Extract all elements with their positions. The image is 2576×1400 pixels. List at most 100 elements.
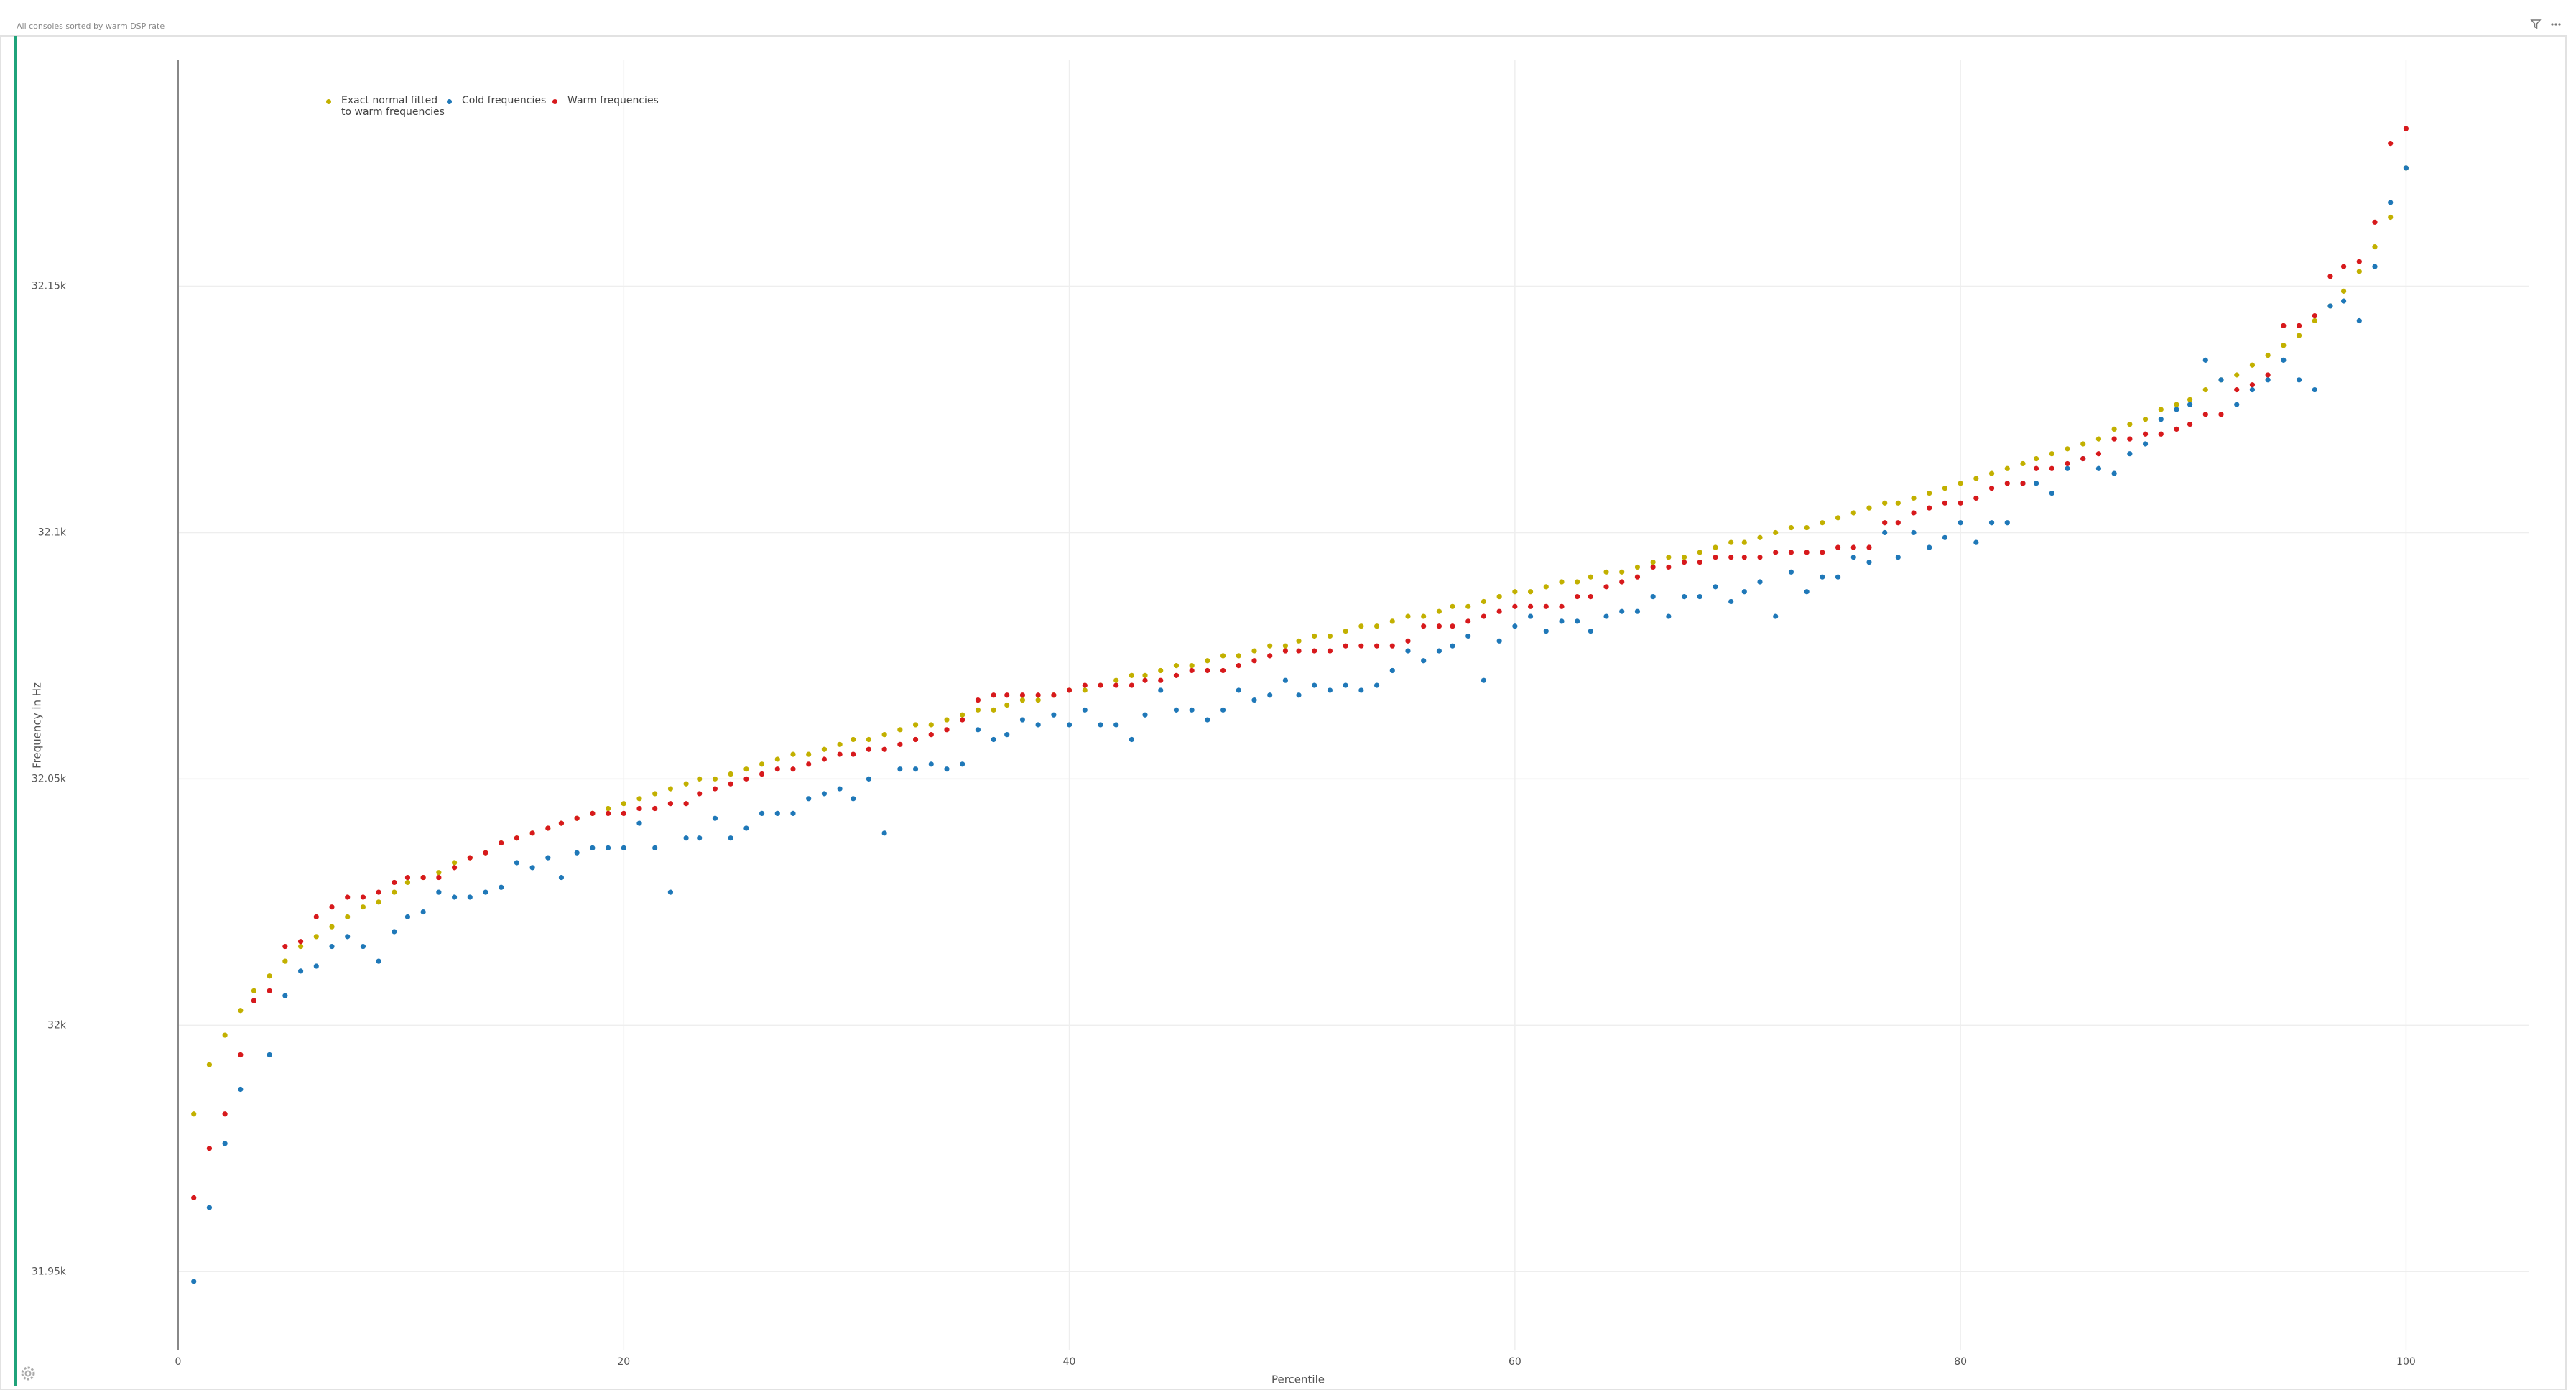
y-tick-label: 32.05k bbox=[32, 773, 67, 784]
point bbox=[2372, 219, 2378, 225]
point bbox=[774, 766, 780, 772]
point bbox=[1358, 623, 1364, 629]
point bbox=[2340, 288, 2347, 294]
point bbox=[1603, 584, 1609, 590]
point bbox=[222, 1141, 228, 1146]
point bbox=[991, 736, 996, 743]
point bbox=[1575, 618, 1580, 624]
point bbox=[2065, 460, 2070, 467]
point bbox=[191, 1279, 197, 1284]
point bbox=[1973, 476, 1979, 481]
point bbox=[806, 796, 812, 802]
point bbox=[1129, 682, 1135, 688]
point bbox=[1911, 495, 1917, 501]
point bbox=[1988, 470, 1995, 476]
point bbox=[1389, 643, 1395, 649]
point bbox=[881, 746, 887, 752]
point bbox=[545, 825, 551, 831]
more-menu[interactable] bbox=[2551, 23, 2561, 26]
point bbox=[590, 845, 596, 851]
point bbox=[1389, 667, 1395, 674]
point bbox=[1312, 633, 1317, 639]
point bbox=[1267, 692, 1273, 698]
point bbox=[743, 766, 749, 772]
point bbox=[392, 929, 397, 935]
point bbox=[1113, 722, 1119, 728]
point bbox=[558, 820, 565, 826]
point bbox=[2142, 441, 2149, 447]
point bbox=[2218, 377, 2224, 383]
point bbox=[345, 934, 351, 940]
point bbox=[376, 889, 381, 895]
point bbox=[2033, 481, 2039, 486]
point bbox=[1681, 555, 1687, 560]
point bbox=[1312, 648, 1317, 654]
point bbox=[376, 958, 381, 964]
point bbox=[2249, 362, 2256, 368]
point bbox=[1527, 613, 1534, 619]
point bbox=[1697, 550, 1702, 555]
point bbox=[499, 840, 504, 846]
point bbox=[1757, 579, 1763, 585]
point bbox=[313, 914, 319, 920]
point bbox=[2049, 490, 2054, 496]
settings-icon[interactable] bbox=[21, 1366, 35, 1381]
point bbox=[1575, 594, 1580, 600]
point bbox=[1512, 589, 1518, 595]
point bbox=[1757, 534, 1763, 540]
point bbox=[667, 786, 674, 792]
point bbox=[1019, 692, 1026, 698]
point bbox=[821, 756, 828, 762]
point bbox=[1681, 559, 1687, 565]
point bbox=[621, 810, 626, 816]
point bbox=[1820, 550, 1825, 555]
point bbox=[1205, 667, 1210, 674]
point bbox=[697, 791, 703, 797]
point bbox=[282, 993, 288, 998]
point bbox=[1051, 692, 1057, 698]
point bbox=[2356, 269, 2362, 274]
point bbox=[2187, 397, 2193, 402]
filter-icon[interactable] bbox=[2530, 19, 2542, 29]
chart-title: All consoles sorted by warm DSP rate bbox=[17, 22, 165, 31]
point bbox=[851, 751, 856, 757]
point bbox=[1773, 613, 1779, 619]
point bbox=[697, 776, 703, 782]
point bbox=[1035, 722, 1041, 728]
point bbox=[1220, 667, 1226, 674]
point bbox=[1634, 564, 1641, 570]
point bbox=[2327, 303, 2333, 309]
point bbox=[851, 796, 856, 802]
point bbox=[991, 707, 996, 713]
point bbox=[2004, 481, 2010, 486]
point bbox=[851, 736, 856, 743]
point bbox=[2234, 372, 2240, 378]
point bbox=[1189, 667, 1195, 674]
point bbox=[420, 874, 426, 881]
point bbox=[1004, 732, 1010, 738]
point bbox=[1666, 564, 1672, 570]
point bbox=[1189, 663, 1195, 669]
point bbox=[912, 722, 919, 728]
point bbox=[728, 835, 733, 841]
point bbox=[1436, 623, 1442, 629]
point bbox=[1835, 515, 1841, 521]
point bbox=[404, 914, 411, 920]
point bbox=[238, 1052, 244, 1058]
point bbox=[1773, 529, 1779, 536]
point bbox=[1405, 648, 1411, 654]
point bbox=[2049, 451, 2054, 457]
point bbox=[975, 707, 981, 713]
point bbox=[743, 776, 749, 782]
point bbox=[1866, 559, 1872, 565]
point bbox=[1895, 520, 1901, 526]
point bbox=[2095, 436, 2102, 442]
point bbox=[222, 1111, 228, 1117]
point bbox=[2356, 317, 2362, 324]
point bbox=[2065, 446, 2070, 452]
point bbox=[451, 865, 458, 871]
point bbox=[1543, 584, 1549, 590]
point bbox=[1173, 672, 1180, 678]
point bbox=[345, 914, 351, 920]
